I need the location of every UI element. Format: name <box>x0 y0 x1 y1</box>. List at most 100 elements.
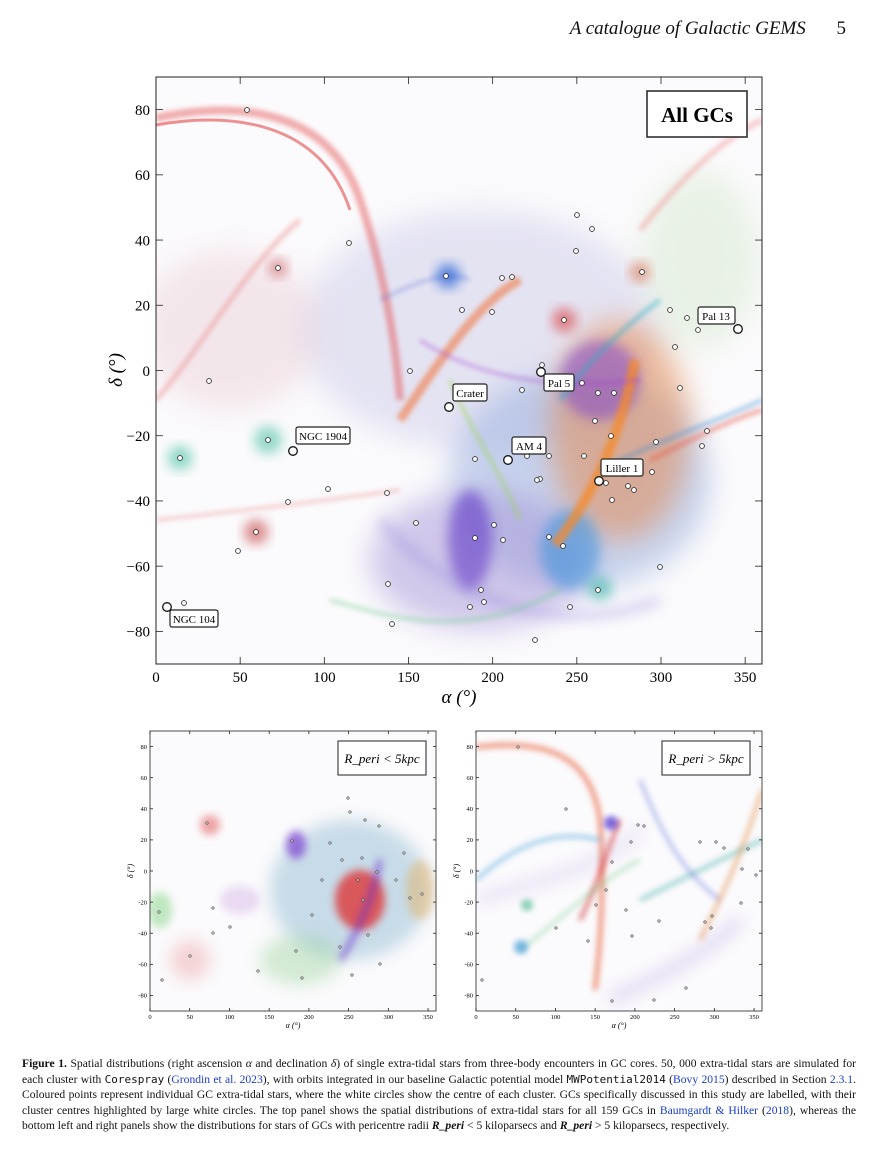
labelled-cluster-marker <box>503 455 513 465</box>
cluster-centre-marker <box>564 807 568 811</box>
cluster-centre-marker <box>177 455 183 461</box>
cluster-centre-marker <box>624 908 628 912</box>
citation-link[interactable]: Bovy 2015 <box>673 1072 725 1086</box>
cluster-centre-marker <box>408 896 412 900</box>
cluster-centre-marker <box>604 888 608 892</box>
cluster-centre-marker <box>684 986 688 990</box>
bl-x-tick-label: 200 <box>304 1014 314 1021</box>
cluster-centre-marker <box>265 437 271 443</box>
bl-y-tick-label: 40 <box>141 806 148 813</box>
cluster-centre-marker <box>589 226 595 232</box>
cluster-centre-marker <box>348 810 352 814</box>
bl-y-tick-label: 60 <box>141 775 148 782</box>
bl-x-tick-label: 150 <box>264 1014 274 1021</box>
cluster-centre-marker <box>754 873 758 877</box>
top-x-tick-label: 250 <box>566 670 589 686</box>
top-cluster-centres <box>162 107 743 643</box>
cluster-centre-marker <box>546 534 552 540</box>
cluster-centre-marker <box>657 564 663 570</box>
cluster-centre-marker <box>695 327 701 333</box>
cluster-centre-marker <box>157 910 161 914</box>
cluster-centre-marker <box>384 490 390 496</box>
cluster-centre-marker <box>534 477 540 483</box>
cluster-centre-marker <box>698 840 702 844</box>
cluster-centre-marker <box>413 520 419 526</box>
cluster-centre-marker <box>188 954 192 958</box>
caption-text: ) described in Section <box>724 1072 830 1086</box>
top-x-tick-label: 0 <box>152 670 160 686</box>
top-axis-ticks: 0 50 100 150 200 250 300 350806040200−20−40−60−… <box>127 77 762 686</box>
label-ngc-1904: NGC 1904 <box>299 431 347 443</box>
figure-caption: Figure 1. Spatial distributions (right a… <box>22 1056 856 1134</box>
caption-text: ) of single extra-tidal stars from three… <box>22 1057 856 1086</box>
bl-y-tick-label: -80 <box>138 993 147 1000</box>
cluster-centre-marker <box>206 378 212 384</box>
cluster-centre-marker <box>609 497 615 503</box>
top-y-tick-label: 40 <box>135 233 150 249</box>
label-pal-5: Pal 5 <box>548 378 571 390</box>
cluster-centre-marker <box>235 548 241 554</box>
br-y-tick-label: 80 <box>467 744 474 751</box>
section-link[interactable]: 2.3.1 <box>829 1072 854 1086</box>
page-number: 5 <box>836 18 847 39</box>
cluster-centre-marker <box>509 274 515 280</box>
top-y-tick-label: 60 <box>135 168 150 184</box>
bottom-left-axis-ticks: 0 50 100 150 200 250 300 350806040200-20-40-60-… <box>138 731 436 1021</box>
cluster-centre-marker <box>667 307 673 313</box>
caption-text: ), with orbits integrated in our baselin… <box>262 1072 567 1086</box>
labelled-cluster-marker <box>162 602 172 612</box>
cluster-centre-marker <box>499 275 505 281</box>
citation-link[interactable]: 2018 <box>765 1103 790 1117</box>
bl-x-tick-label: 350 <box>423 1014 433 1021</box>
labelled-cluster-marker <box>733 324 743 334</box>
citation-link[interactable]: Grondin et al. 2023 <box>171 1072 263 1086</box>
cluster-centre-marker <box>253 529 259 535</box>
cluster-centre-marker <box>579 380 585 386</box>
cluster-centre-marker <box>300 976 304 980</box>
caption-code: MWPotential2014 <box>566 1072 666 1086</box>
cluster-centre-marker <box>363 818 367 822</box>
all-gcs-box <box>646 90 748 138</box>
cluster-centre-marker <box>639 269 645 275</box>
cluster-centre-marker <box>554 926 558 930</box>
cluster-centre-marker <box>320 878 324 882</box>
cluster-centre-marker <box>211 906 215 910</box>
br-x-tick-label: 100 <box>551 1014 561 1021</box>
cluster-centre-marker <box>402 851 406 855</box>
cluster-centre-marker <box>746 847 750 851</box>
rperi-lt-box <box>337 740 427 776</box>
caption-symbol: δ <box>330 1057 337 1070</box>
caption-text: ( <box>758 1103 766 1117</box>
cluster-centre-marker <box>500 537 506 543</box>
cluster-centre-marker <box>480 978 484 982</box>
top-panel-figure: 0 50 100 150 200 250 300 350806040200−20−40−60−… <box>106 76 763 708</box>
cluster-centre-marker <box>472 535 478 541</box>
bl-y-tick-label: 0 <box>144 868 147 875</box>
cluster-centre-marker <box>594 903 598 907</box>
cluster-centre-marker <box>467 604 473 610</box>
citation-link[interactable]: Baumgardt & Hilker <box>659 1103 759 1117</box>
cluster-centre-marker <box>608 433 614 439</box>
caption-text: Spatial distributions (right ascension <box>66 1057 246 1070</box>
label-ngc-104: NGC 104 <box>173 614 216 626</box>
bl-x-axis-label: α (°) <box>286 1021 301 1030</box>
top-x-tick-label: 100 <box>313 670 336 686</box>
rperi-gt-label: R_peri > 5kpc <box>667 751 743 766</box>
cluster-centre-marker <box>290 839 294 843</box>
top-y-tick-label: −40 <box>127 494 150 510</box>
cluster-centre-marker <box>703 920 707 924</box>
cluster-centre-marker <box>586 939 590 943</box>
cluster-centre-marker <box>657 919 661 923</box>
cluster-centre-marker <box>560 543 566 549</box>
caption-symbol: R_peri <box>559 1119 593 1133</box>
top-cluster-labels: Pal 13 Pal 5 Crater NGC 1904 AM 4 Liller… <box>169 306 736 628</box>
cluster-centre-marker <box>346 796 350 800</box>
top-x-tick-label: 150 <box>397 670 420 686</box>
br-x-axis-label: α (°) <box>612 1021 627 1030</box>
br-y-tick-label: 60 <box>467 775 474 782</box>
top-y-axis-label: δ (°) <box>106 353 127 387</box>
labelled-cluster-marker <box>444 402 454 412</box>
label-am-4: AM 4 <box>516 441 542 453</box>
cluster-centre-marker <box>181 600 187 606</box>
top-x-axis-label: α (°) <box>442 687 477 708</box>
